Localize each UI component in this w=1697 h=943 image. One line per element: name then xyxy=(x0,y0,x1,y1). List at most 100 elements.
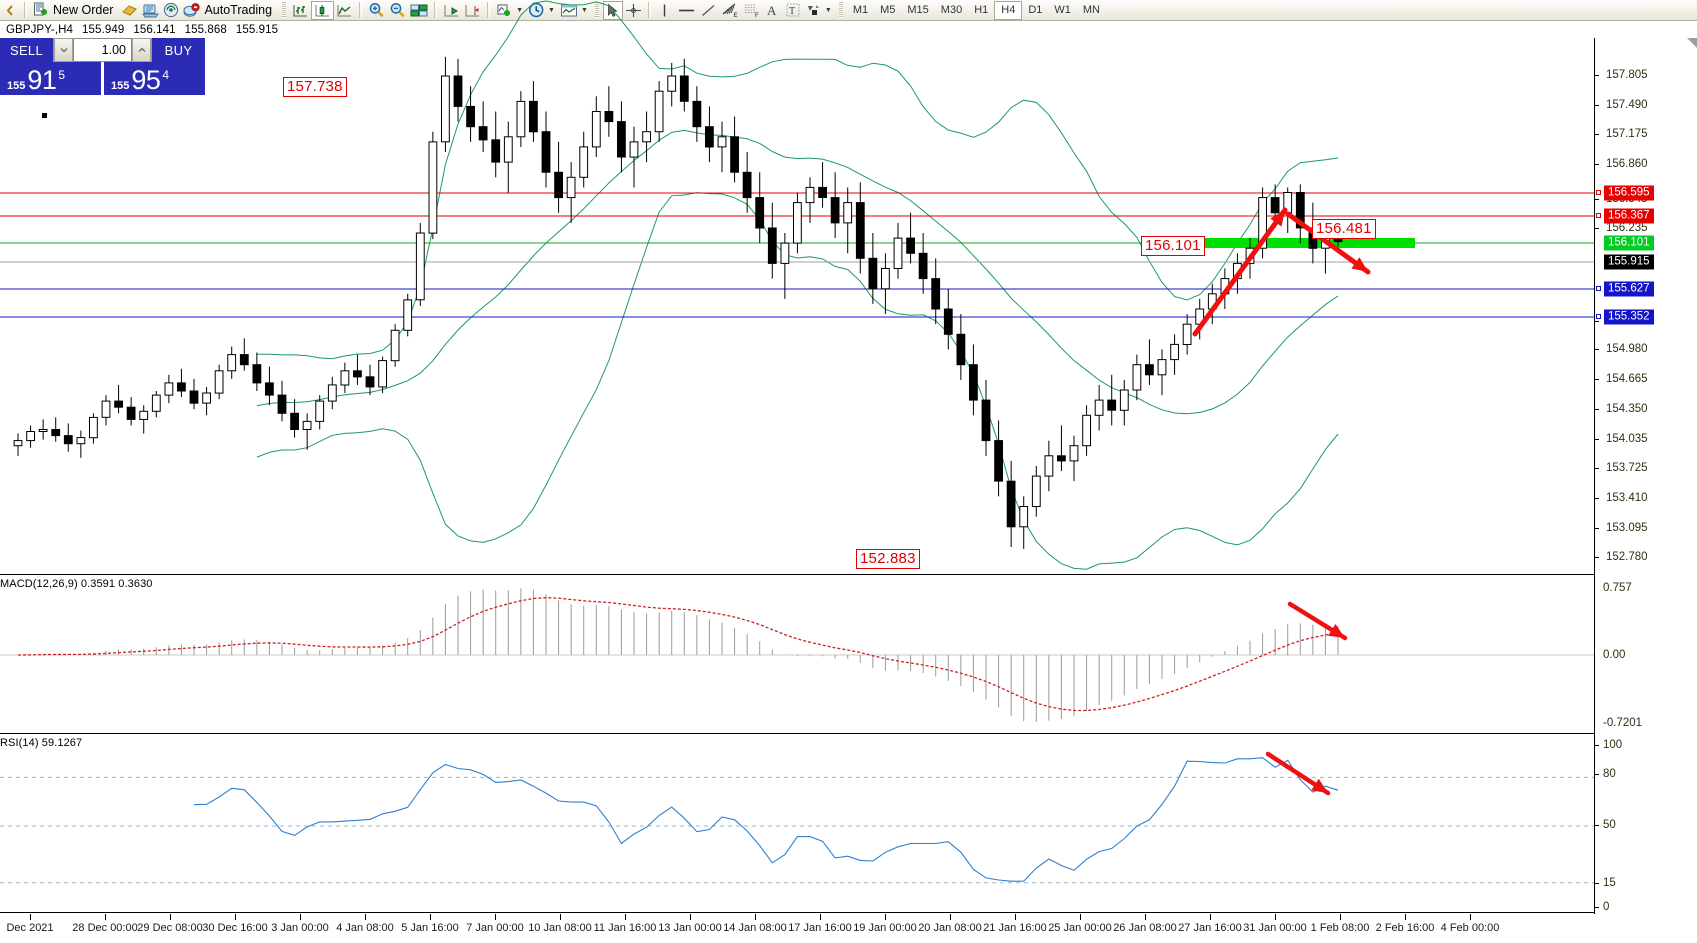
auto-scroll-icon[interactable] xyxy=(441,1,462,20)
volume-stepper[interactable]: 1.00 xyxy=(53,38,152,62)
volume-decrease-button[interactable] xyxy=(54,38,73,62)
macd-pane[interactable]: MACD(12,26,9) 0.3591 0.3630 xyxy=(0,576,1594,734)
downtrend-arrow[interactable] xyxy=(1285,211,1371,275)
macd-scale-label: 0.00 xyxy=(1603,649,1626,661)
timeframe-h1-button[interactable]: H1 xyxy=(974,4,989,16)
buy-button[interactable]: BUY xyxy=(152,38,205,62)
uptrend-arrow[interactable] xyxy=(1192,207,1288,337)
price-tag-156367[interactable]: 156.367 xyxy=(1604,208,1654,224)
price-tag-156595[interactable]: 156.595 xyxy=(1604,185,1654,201)
horizontal-line-icon[interactable] xyxy=(675,1,698,20)
shapes-icon[interactable] xyxy=(803,1,824,20)
volume-increase-button[interactable] xyxy=(132,38,151,62)
text-icon[interactable]: A xyxy=(763,1,783,20)
trendline-icon[interactable] xyxy=(698,1,719,20)
vertical-line-icon[interactable] xyxy=(655,1,675,20)
candle xyxy=(654,81,664,142)
candle xyxy=(818,162,828,208)
timeframe-d1-button[interactable]: D1 xyxy=(1028,4,1043,16)
price-tick-mark xyxy=(1595,498,1599,499)
autotrading-icon[interactable] xyxy=(181,1,202,20)
candle xyxy=(541,111,551,188)
expert-advisors-icon[interactable] xyxy=(119,1,140,20)
data-window-icon[interactable] xyxy=(408,1,430,20)
templates-dropdown-caret[interactable]: ▼ xyxy=(580,6,588,14)
price-line-handle[interactable] xyxy=(1596,286,1601,291)
timeframe-mn-button[interactable]: MN xyxy=(1082,4,1100,16)
timeframe-m5-button[interactable]: M5 xyxy=(880,4,896,16)
one-click-trading-panel[interactable]: SELL 1.00 BUY 155 91 5 155 95 4 xyxy=(0,38,205,95)
price-pane[interactable] xyxy=(0,0,1594,575)
time-tick-label: 2 Feb 16:00 xyxy=(1375,922,1435,934)
candle xyxy=(617,101,626,173)
indicators-dropdown-caret[interactable]: ▼ xyxy=(516,6,524,14)
bollinger-lower-band xyxy=(256,192,1339,570)
time-tick-mark xyxy=(1145,914,1146,920)
timeframe-w1-button[interactable]: W1 xyxy=(1054,4,1071,16)
fibonacci-icon[interactable]: F xyxy=(741,1,763,20)
toolbar-grip-2[interactable] xyxy=(594,2,599,18)
rsi-divergence-arrow[interactable] xyxy=(1265,751,1331,796)
back-arrow-icon[interactable] xyxy=(0,1,20,20)
time-scale[interactable]: Dec 2021 28 Dec 00:00 29 Dec 08:00 30 Dec 1… xyxy=(0,914,1697,943)
price-tick-mark xyxy=(1595,164,1599,165)
zoom-out-icon[interactable] xyxy=(387,1,408,20)
timeframe-m15-button[interactable]: M15 xyxy=(907,4,929,16)
line-chart-icon[interactable] xyxy=(334,1,355,20)
autotrading-label[interactable]: AutoTrading xyxy=(204,3,273,17)
price-tag-155915[interactable]: 155.915 xyxy=(1604,254,1654,270)
new-order-label[interactable]: New Order xyxy=(53,3,114,17)
period-clock-icon[interactable] xyxy=(526,1,547,20)
price-tag-155352[interactable]: 155.352 xyxy=(1604,309,1654,325)
price-tick-label: 152.780 xyxy=(1606,551,1648,563)
signals-icon[interactable] xyxy=(161,1,181,20)
rsi-pane[interactable]: RSI(14) 59.1267 xyxy=(0,735,1594,913)
chart-shift-icon[interactable] xyxy=(462,1,483,20)
candle xyxy=(642,111,652,163)
toolbar-grip-3[interactable] xyxy=(838,2,843,18)
timeframe-m1-button[interactable]: M1 xyxy=(852,4,869,16)
price-scale[interactable]: 157.805157.490157.175156.860156.545156.2… xyxy=(1594,38,1697,914)
candle xyxy=(491,111,501,178)
sell-price-quote[interactable]: 155 91 5 xyxy=(0,62,101,95)
timeframe-h4-button[interactable]: H4 xyxy=(994,0,1023,20)
object-anchor-dot[interactable] xyxy=(42,113,47,118)
zoom-in-icon[interactable] xyxy=(366,1,387,20)
price-line-handle[interactable] xyxy=(1596,314,1601,319)
candle xyxy=(855,182,865,274)
price-tick-label: 153.410 xyxy=(1606,492,1648,504)
price-tag-156101[interactable]: 156.101 xyxy=(1604,235,1654,251)
candlestick-chart-icon[interactable] xyxy=(311,0,335,20)
price-tick-mark xyxy=(1595,468,1599,469)
price-line-handle[interactable] xyxy=(1596,213,1601,218)
bar-chart-icon[interactable] xyxy=(290,1,311,20)
candle xyxy=(177,368,186,398)
crosshair-icon[interactable] xyxy=(623,1,644,20)
price-tick-label: 157.805 xyxy=(1606,69,1648,81)
sell-button[interactable]: SELL xyxy=(0,38,53,62)
elliott-wave-icon[interactable]: E xyxy=(719,1,741,20)
volume-input[interactable]: 1.00 xyxy=(73,38,132,62)
text-label-icon[interactable]: T xyxy=(783,1,803,20)
candle xyxy=(717,121,727,173)
candle xyxy=(76,430,86,458)
buy-price-quote[interactable]: 155 95 4 xyxy=(104,62,205,95)
price-line-handle[interactable] xyxy=(1596,190,1601,195)
candle xyxy=(51,417,61,442)
time-tick-mark xyxy=(1405,914,1406,920)
data-folder-icon[interactable] xyxy=(140,1,161,20)
macd-divergence-arrow[interactable] xyxy=(1287,601,1348,641)
new-order-icon[interactable] xyxy=(31,1,51,20)
price-tag-155627[interactable]: 155.627 xyxy=(1604,281,1654,297)
shapes-dropdown-caret[interactable]: ▼ xyxy=(824,6,832,14)
time-tick-mark xyxy=(105,914,106,920)
period-dropdown-caret[interactable]: ▼ xyxy=(548,6,555,14)
toolbar-grip[interactable] xyxy=(282,2,287,18)
timeframe-m30-button[interactable]: M30 xyxy=(940,4,963,16)
candle xyxy=(1258,187,1267,259)
indicators-icon[interactable] xyxy=(494,1,515,20)
resize-corner[interactable] xyxy=(1687,38,1697,48)
candle xyxy=(906,212,916,264)
sell-big-figure: 155 xyxy=(7,80,26,92)
